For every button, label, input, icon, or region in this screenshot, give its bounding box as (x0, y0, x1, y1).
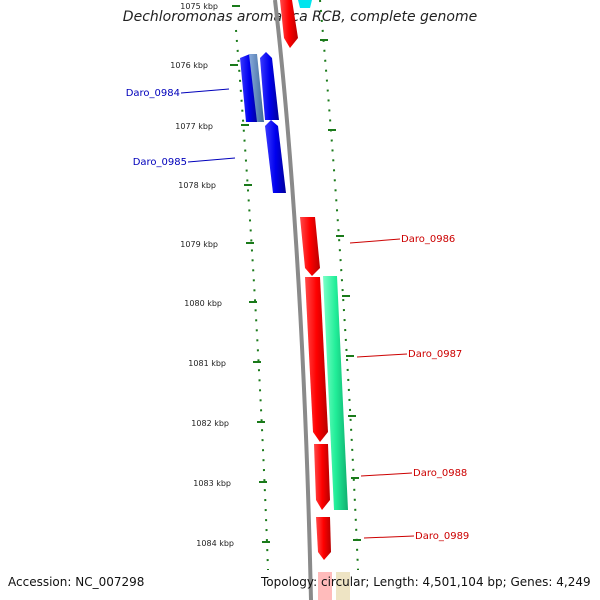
gene-leader-line (356, 353, 408, 358)
scale-labels: 1075 kbp 1076 kbp 1077 kbp 1078 kbp 1079 kbp… (170, 2, 234, 548)
gene-daro-0988-red (314, 444, 330, 510)
gene-leader-line (349, 238, 401, 244)
scale-label: 1081 kbp (188, 359, 226, 368)
scale-label: 1078 kbp (178, 181, 216, 190)
genes-layer (240, 0, 350, 600)
gene-daro-0987-red (305, 277, 328, 442)
gene-label: Daro_0984 (126, 88, 180, 99)
gene-daro-0985-blue (265, 120, 286, 193)
accession-label: Accession: NC_007298 (8, 575, 145, 589)
scale-ticks (230, 5, 361, 543)
scale-label: 1083 kbp (193, 479, 231, 488)
gene-bottom-beige (336, 572, 350, 600)
gene-leader-line (187, 157, 236, 163)
gene-leader-line (363, 535, 415, 539)
scale-label: 1077 kbp (175, 122, 213, 131)
map-title: Dechloromonas aromatica RCB, complete ge… (122, 9, 478, 25)
scale-label: 1082 kbp (191, 419, 229, 428)
gene-label: Daro_0989 (415, 531, 469, 542)
gene-daro-0989-red (316, 517, 331, 560)
scale-label: 1080 kbp (184, 299, 222, 308)
gene-label: Daro_0986 (401, 234, 455, 245)
gene-daro-0984-blue (240, 54, 258, 122)
scale-track-right (319, 0, 359, 571)
scale-label: 1076 kbp (170, 61, 208, 70)
gene-label: Daro_0987 (408, 349, 462, 360)
gene-label: Daro_0988 (413, 468, 467, 479)
genome-backbone (273, 0, 313, 600)
gene-top-cyan (298, 0, 312, 8)
label-leaders (180, 88, 415, 539)
gene-top-red-forward (280, 0, 298, 48)
gene-daro-0986-red (300, 217, 320, 276)
scale-label: 1079 kbp (180, 240, 218, 249)
scale-label: 1084 kbp (196, 539, 234, 548)
gene-bottom-pink (318, 572, 332, 600)
topology-summary: Topology: circular; Length: 4,501,104 bp… (261, 575, 591, 589)
scale-label: 1075 kbp (180, 2, 218, 11)
gene-labels: Daro_0984 Daro_0985 Daro_0986 Daro_0987 Daro… (126, 88, 470, 542)
gene-leader-line (180, 88, 230, 94)
scale-track-left (235, 29, 269, 571)
gene-label: Daro_0985 (133, 157, 187, 168)
gene-leader-line (360, 472, 413, 477)
gene-rna-green (323, 276, 348, 510)
gene-daro-0984-steel (249, 54, 264, 122)
gene-reverse-blue-upper (260, 52, 279, 120)
